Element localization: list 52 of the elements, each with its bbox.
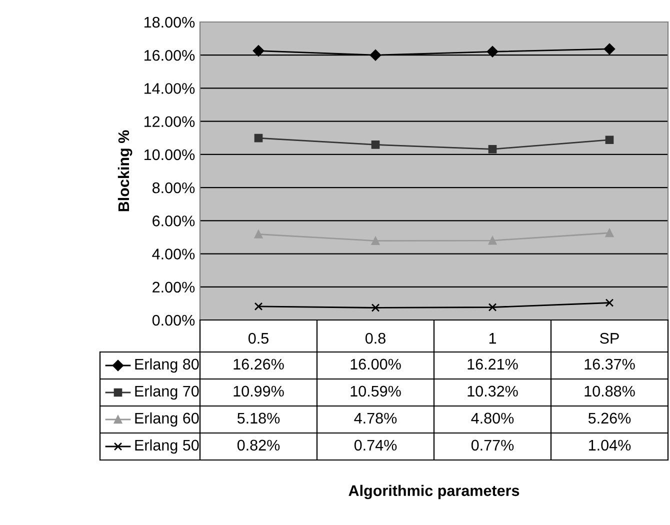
data-label: 0.82%	[237, 440, 280, 451]
data-label: 10.88%	[584, 386, 635, 397]
data-label: 10.59%	[350, 386, 401, 397]
y-tick-label: 8.00%	[152, 182, 195, 194]
data-label: 5.18%	[237, 412, 280, 424]
y-tick-label: 0.00%	[152, 314, 195, 326]
y-axis-title: Blocking %	[118, 130, 132, 212]
point	[605, 136, 614, 144]
legend-label: Erlang 80	[135, 358, 199, 373]
data-label: 1.04%	[589, 440, 631, 451]
legend-label: Erlang 60	[135, 412, 199, 427]
point	[605, 298, 614, 307]
point	[371, 140, 380, 149]
point	[371, 236, 380, 246]
y-tick-label: 10.00%	[144, 149, 195, 160]
y-tick-label: 18.00%	[144, 16, 195, 28]
y-tick-label: 12.00%	[144, 116, 195, 128]
data-label: 5.26%	[588, 412, 631, 424]
data-label: 4.78%	[354, 412, 397, 424]
point	[254, 230, 263, 238]
legend-label: Erlang 50	[135, 439, 199, 454]
y-tick-label: 16.00%	[144, 50, 195, 61]
point	[488, 144, 497, 154]
point	[254, 302, 263, 311]
x-tick-label: 0.5	[248, 332, 268, 344]
point	[254, 134, 263, 142]
data-label: 16.21%	[468, 358, 518, 370]
data-label: 16.00%	[350, 358, 401, 370]
data-label: 4.80%	[471, 412, 514, 424]
data-label: 16.26%	[234, 358, 284, 370]
point	[604, 43, 616, 55]
point	[486, 46, 498, 58]
y-tick-label: 6.00%	[152, 216, 195, 226]
text: Algorithmic parameters	[348, 484, 520, 500]
data-label: 10.32%	[468, 386, 518, 397]
point	[488, 303, 497, 312]
data-label: 0.77%	[471, 440, 514, 451]
data-label: 16.37%	[584, 358, 635, 370]
point	[371, 304, 380, 312]
legend-label: Erlang 70	[135, 385, 199, 400]
x-tick-label: SP	[600, 332, 619, 344]
point	[605, 228, 614, 238]
y-tick-label: 2.00%	[152, 282, 195, 293]
point	[488, 236, 497, 245]
y-tick-label: 14.00%	[144, 83, 195, 94]
point	[252, 45, 264, 56]
data-label: 10.99%	[234, 386, 284, 397]
point	[370, 50, 382, 61]
x-tick-label: 1	[489, 333, 496, 344]
y-tick-label: 4.00%	[152, 248, 195, 260]
data-label: 0.74%	[354, 440, 397, 451]
x-tick-label: 0.8	[365, 332, 386, 344]
